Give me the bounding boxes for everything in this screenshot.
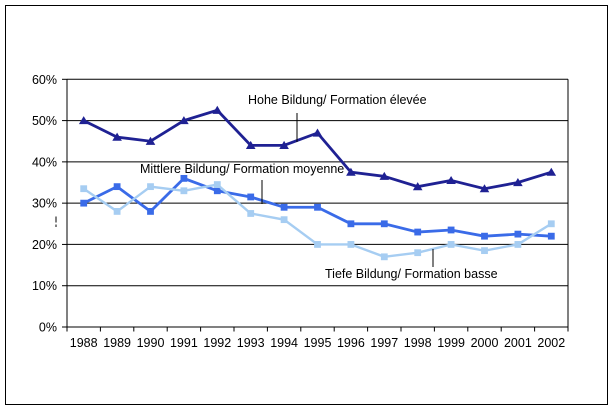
series-2-square-marker: [380, 253, 388, 261]
series-0-triangle-marker: [379, 171, 390, 180]
series-1-square-marker: [314, 203, 321, 211]
x-axis-label: 1993: [237, 336, 265, 350]
x-axis-label: 1999: [437, 336, 465, 350]
y-axis-label: 10%: [32, 279, 57, 293]
series-0-triangle-marker: [513, 178, 523, 187]
series-2-square-marker: [247, 210, 255, 217]
series-label-annotation-2: Tiefe Bildung/ Formation basse: [325, 267, 498, 281]
x-axis-label: 1995: [304, 336, 332, 350]
x-axis-label: 1997: [370, 336, 398, 350]
series-0-triangle-marker: [212, 105, 223, 114]
series-2-square-marker: [147, 183, 154, 191]
series-1-square-marker: [113, 183, 121, 191]
series-2-square-marker: [547, 220, 555, 228]
series-2-square-marker: [213, 181, 221, 188]
series-2-square-marker: [347, 241, 355, 248]
series-1-square-marker: [213, 187, 221, 195]
series-2-square-marker: [80, 185, 88, 193]
x-axis-label: 1992: [203, 336, 231, 350]
series-2-square-marker: [280, 216, 288, 224]
y-axis-label: 60%: [32, 73, 57, 87]
series-2-square-marker: [481, 247, 488, 255]
series-1-square-marker: [380, 220, 388, 228]
y-axis-label: 50%: [32, 114, 57, 128]
series-0-triangle-marker: [145, 136, 156, 145]
x-axis-label: 1988: [70, 336, 98, 350]
series-0-triangle-marker: [245, 140, 256, 149]
series-0-triangle-marker: [279, 140, 289, 149]
y-axis-label: 20%: [32, 238, 57, 252]
x-axis-label: 1990: [137, 336, 165, 350]
series-0-triangle-marker: [412, 182, 423, 191]
series-1-square-marker: [547, 232, 555, 240]
x-axis-label: 1998: [404, 336, 432, 350]
series-0-triangle-marker: [179, 116, 189, 125]
series-label-annotation-1: Mittlere Bildung/ Formation moyenne: [140, 162, 344, 176]
series-1-square-marker: [280, 203, 288, 211]
series-1-square-marker: [481, 232, 488, 240]
x-axis-label: 1989: [103, 336, 131, 350]
series-1-square-marker: [147, 208, 154, 215]
x-axis-label: 1994: [270, 336, 298, 350]
series-2-square-marker: [113, 208, 121, 215]
series-1-square-marker: [414, 228, 422, 236]
series-0-triangle-marker: [346, 167, 356, 176]
series-0-triangle-marker: [546, 167, 557, 176]
series-2-square-marker: [314, 241, 321, 248]
x-axis-label: 2000: [471, 336, 499, 350]
series-1-square-marker: [247, 193, 255, 201]
series-0-triangle-marker: [446, 175, 456, 185]
series-0-triangle-marker: [78, 116, 89, 125]
series-1-square-marker: [514, 230, 522, 238]
series-0-triangle-marker: [112, 132, 122, 141]
series-0-triangle-marker: [312, 128, 323, 137]
series-label-annotation-0: Hohe Bildung/ Formation élevée: [248, 93, 427, 107]
y-axis-label: 0%: [39, 321, 57, 335]
y-axis-label: 40%: [32, 155, 57, 169]
series-2-square-marker: [447, 241, 455, 248]
series-1-square-marker: [447, 226, 455, 234]
x-axis-label: 1991: [170, 336, 198, 350]
x-axis-label: 2002: [537, 336, 565, 350]
series-2-square-marker: [414, 249, 422, 257]
series-1-square-marker: [180, 174, 188, 182]
x-axis-label: 2001: [504, 336, 532, 350]
x-axis-label: 1996: [337, 336, 365, 350]
series-1-square-marker: [80, 199, 88, 207]
series-1-square-marker: [347, 220, 355, 228]
y-axis-label: 30%: [32, 197, 57, 211]
series-2-square-marker: [514, 241, 522, 248]
series-2-square-marker: [180, 187, 188, 195]
series-0-triangle-marker: [479, 184, 490, 193]
